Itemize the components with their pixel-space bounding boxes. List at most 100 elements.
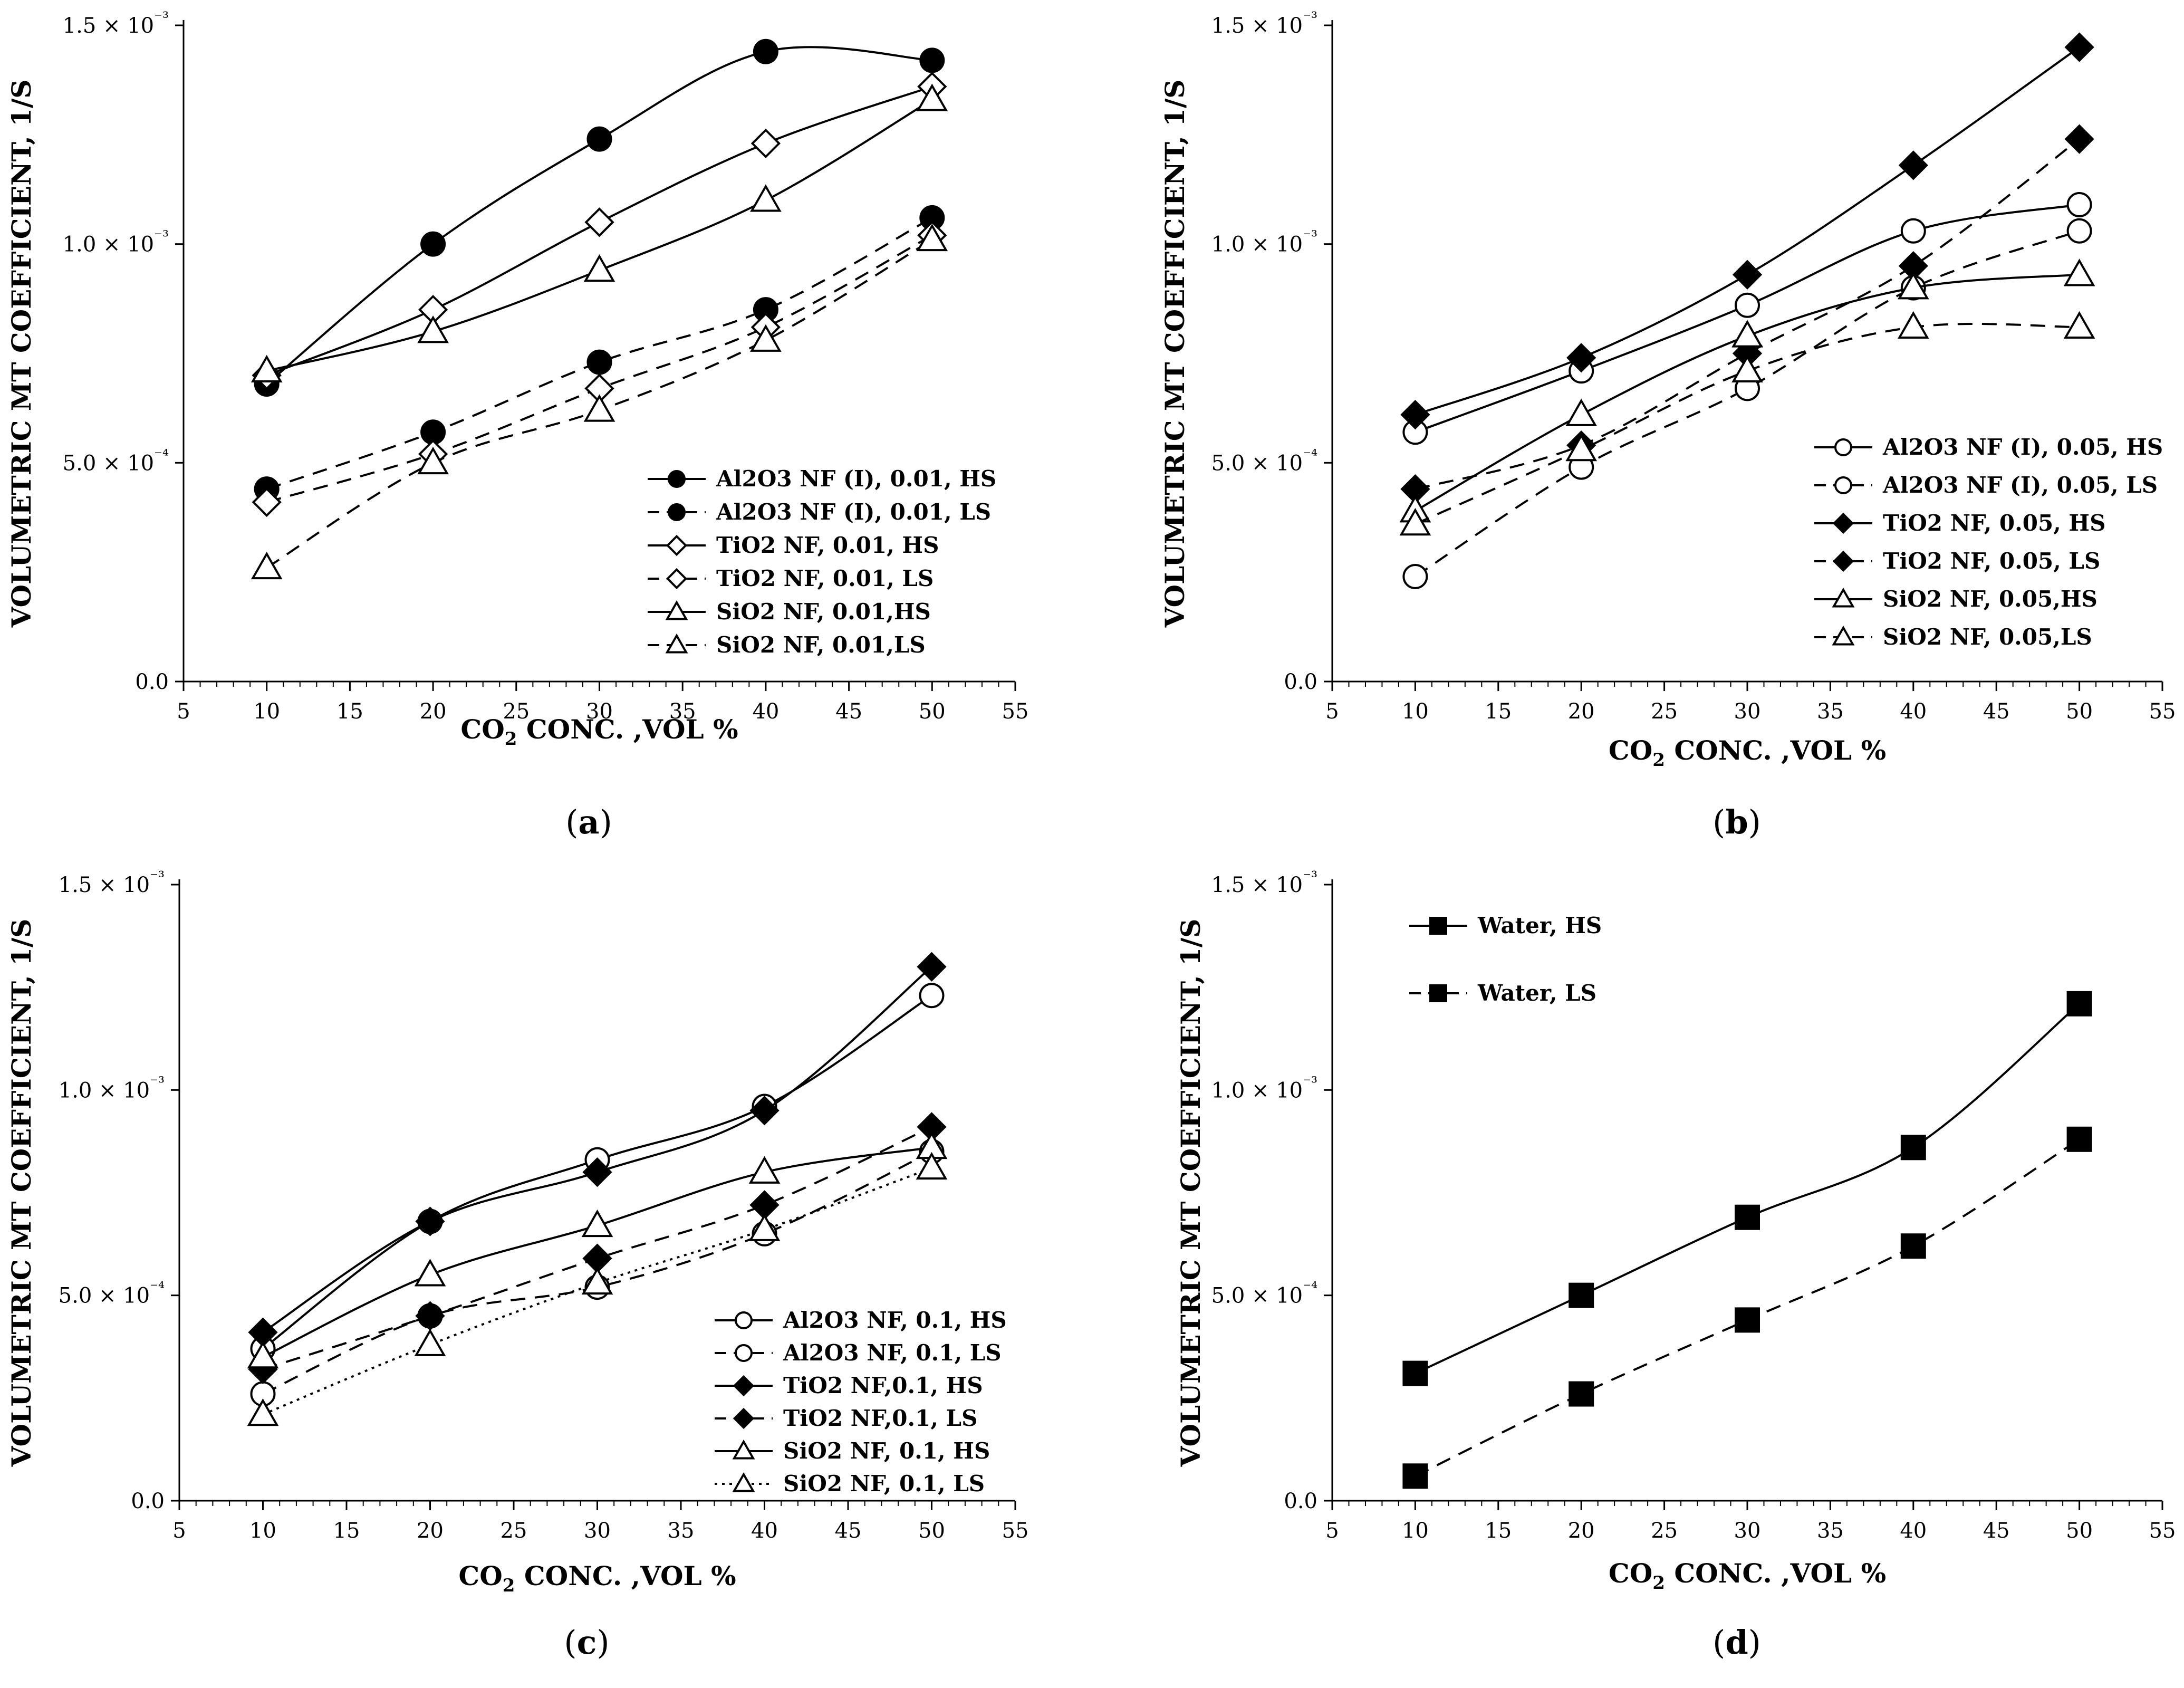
- series-line-1: [262, 1150, 932, 1395]
- y-tick-label-0-2: 1.0 × 10⁻³: [63, 228, 169, 257]
- legend-label-4: SiO2 NF, 0.1, HS: [783, 1438, 990, 1464]
- data-point-s1-p1: [1569, 1381, 1594, 1407]
- data-point-s5-p0: [247, 1398, 279, 1426]
- data-point-s2-p4: [2064, 32, 2094, 62]
- x-tick-label-3-9: 50: [2066, 1519, 2093, 1543]
- chart-panel-c: 5 10 15 20 25 30 35 40 45 50 55 0.0 5.0 × 10⁻⁴ 1.0 × …: [6, 868, 1028, 1662]
- x-tick-label-3-10: 55: [2149, 1519, 2176, 1543]
- data-point-s1-p2: [586, 349, 612, 375]
- y-axis-label: VOLUMETRIC MT COEFFICIENT, 1/S: [6, 80, 37, 628]
- legend: Water, HS Water, LS: [1409, 913, 1602, 1006]
- x-tick-label-3-3: 20: [1568, 1519, 1595, 1543]
- data-point-s2-p2: [1732, 260, 1763, 290]
- data-point-s4-p2: [1731, 320, 1763, 348]
- x-tick-label-0-8: 45: [835, 699, 862, 724]
- data-point-s2-p0: [1400, 399, 1430, 430]
- x-tick-label-1-4: 25: [1651, 699, 1678, 724]
- chart-panel-a: 5 10 15 20 25 30 35 40 45 50 55 0.0 5.0 × 10⁻⁴ 1.0 × …: [6, 9, 1028, 841]
- data-point-s4-p1: [417, 315, 449, 343]
- legend-label-3: TiO2 NF, 0.05, LS: [1883, 548, 2100, 574]
- x-tick-label-0-6: 35: [669, 699, 696, 724]
- x-tick-label-0-1: 10: [253, 699, 280, 724]
- x-tick-label-0-10: 55: [1002, 699, 1029, 724]
- data-point-s2-p3: [749, 1096, 780, 1126]
- data-point-s5-p4: [2063, 311, 2095, 339]
- legend-label-0: Water, HS: [1477, 913, 1602, 938]
- y-tick-label-1-2: 1.0 × 10⁻³: [1211, 228, 1317, 257]
- x-tick-label-2-1: 10: [249, 1519, 276, 1543]
- data-point-s0-p1: [1569, 1282, 1594, 1308]
- data-point-s1-p2: [1735, 1307, 1760, 1333]
- y-tick-label-3-3: 1.5 × 10⁻³: [1211, 868, 1317, 897]
- data-point-s0-p1: [420, 231, 446, 257]
- data-point-s0-p3: [753, 39, 778, 64]
- data-point-s0-p0: [1402, 1360, 1428, 1386]
- data-point-s2-p1: [415, 1206, 445, 1236]
- data-point-s2-p3: [1898, 150, 1928, 180]
- y-tick-label-0-3: 1.5 × 10⁻³: [63, 9, 169, 38]
- x-tick-label-0-9: 50: [919, 699, 946, 724]
- y-tick-label-2-0: 0.0: [131, 1489, 165, 1513]
- x-tick-label-0-5: 30: [586, 699, 613, 724]
- data-point-s5-p2: [1731, 354, 1763, 382]
- data-point-s5-p2: [581, 1267, 613, 1295]
- data-point-s4-p3: [748, 1156, 781, 1184]
- x-axis-label: CO2 CONC. ,VOL %: [460, 714, 738, 750]
- legend-marker-0: [668, 470, 686, 488]
- legend-marker-2: [666, 534, 688, 557]
- x-tick-label-3-2: 15: [1485, 1519, 1512, 1543]
- legend-label-1: Al2O3 NF, 0.1, LS: [783, 1340, 1002, 1366]
- x-axis-label: CO2 CONC. ,VOL %: [458, 1560, 736, 1596]
- x-axis-label: CO2 CONC. ,VOL %: [1609, 1558, 1886, 1594]
- y-axis-label: VOLUMETRIC MT COEFFICIENT, 1/S: [1175, 919, 1206, 1468]
- data-point-s4-p2: [581, 1209, 613, 1238]
- legend-marker-1: [1429, 984, 1447, 1002]
- x-tick-label-3-0: 5: [1325, 1519, 1339, 1543]
- x-tick-label-3-5: 30: [1734, 1519, 1761, 1543]
- legend-marker-5: [665, 633, 688, 654]
- x-tick-label-2-0: 5: [172, 1519, 186, 1543]
- y-tick-label-1-3: 1.5 × 10⁻³: [1211, 9, 1317, 38]
- x-tick-label-3-1: 10: [1402, 1519, 1429, 1543]
- data-point-s0-p2: [586, 126, 612, 152]
- data-point-s2-p3: [751, 128, 781, 159]
- legend-marker-1: [1834, 476, 1852, 494]
- x-tick-label-1-3: 20: [1568, 699, 1595, 724]
- legend-label-4: SiO2 NF, 0.05,HS: [1883, 586, 2098, 612]
- x-tick-label-2-4: 25: [501, 1519, 527, 1543]
- data-point-s4-p3: [750, 184, 782, 212]
- legend-label-5: SiO2 NF, 0.1, LS: [783, 1471, 985, 1497]
- legend: Al2O3 NF, 0.1, HS Al2O3 NF, 0.1, LS TiO2 N…: [715, 1307, 1007, 1497]
- data-point-s0-p4: [919, 47, 945, 73]
- legend-label-3: TiO2 NF, 0.01, LS: [716, 565, 934, 591]
- x-tick-label-2-7: 40: [751, 1519, 778, 1543]
- x-tick-label-1-10: 55: [2149, 699, 2176, 724]
- legend-marker-2: [1832, 512, 1854, 534]
- legend-label-0: Al2O3 NF (I), 0.05, HS: [1882, 434, 2163, 460]
- x-tick-label-2-5: 30: [584, 1519, 611, 1543]
- data-point-s0-p4: [919, 983, 945, 1009]
- x-tick-label-1-6: 35: [1817, 699, 1844, 724]
- legend-label-2: TiO2 NF, 0.05, HS: [1883, 510, 2105, 536]
- data-point-s1-p4: [2066, 218, 2092, 244]
- data-point-s5-p3: [748, 1213, 781, 1241]
- data-point-s5-p3: [1897, 311, 1929, 339]
- series-line-1: [1415, 229, 2080, 578]
- data-point-s2-p1: [1566, 343, 1596, 373]
- legend-marker-5: [732, 1472, 755, 1492]
- legend-label-5: SiO2 NF, 0.05,LS: [1883, 624, 2092, 650]
- data-point-s0-p2: [1735, 292, 1760, 318]
- legend-marker-1: [735, 1344, 753, 1362]
- x-tick-label-0-0: 5: [177, 699, 190, 724]
- y-tick-label-1-1: 5.0 × 10⁻⁴: [1211, 446, 1317, 475]
- data-point-s4-p4: [2063, 258, 2095, 286]
- x-axis-label: CO2 CONC. ,VOL %: [1609, 735, 1886, 771]
- legend-marker-4: [665, 600, 688, 620]
- data-point-s1-p3: [1900, 1233, 1926, 1259]
- chart-panel-b: 5 10 15 20 25 30 35 40 45 50 55 0.0 5.0 × 10⁻⁴ 1.0 × …: [1159, 9, 2176, 841]
- y-tick-label-0-0: 0.0: [135, 670, 169, 694]
- data-point-s0-p3: [1900, 1135, 1926, 1160]
- y-axis-label: VOLUMETRIC MT COEFFICIENT, 1/S: [1159, 80, 1190, 628]
- legend-label-4: SiO2 NF, 0.01,HS: [716, 599, 931, 625]
